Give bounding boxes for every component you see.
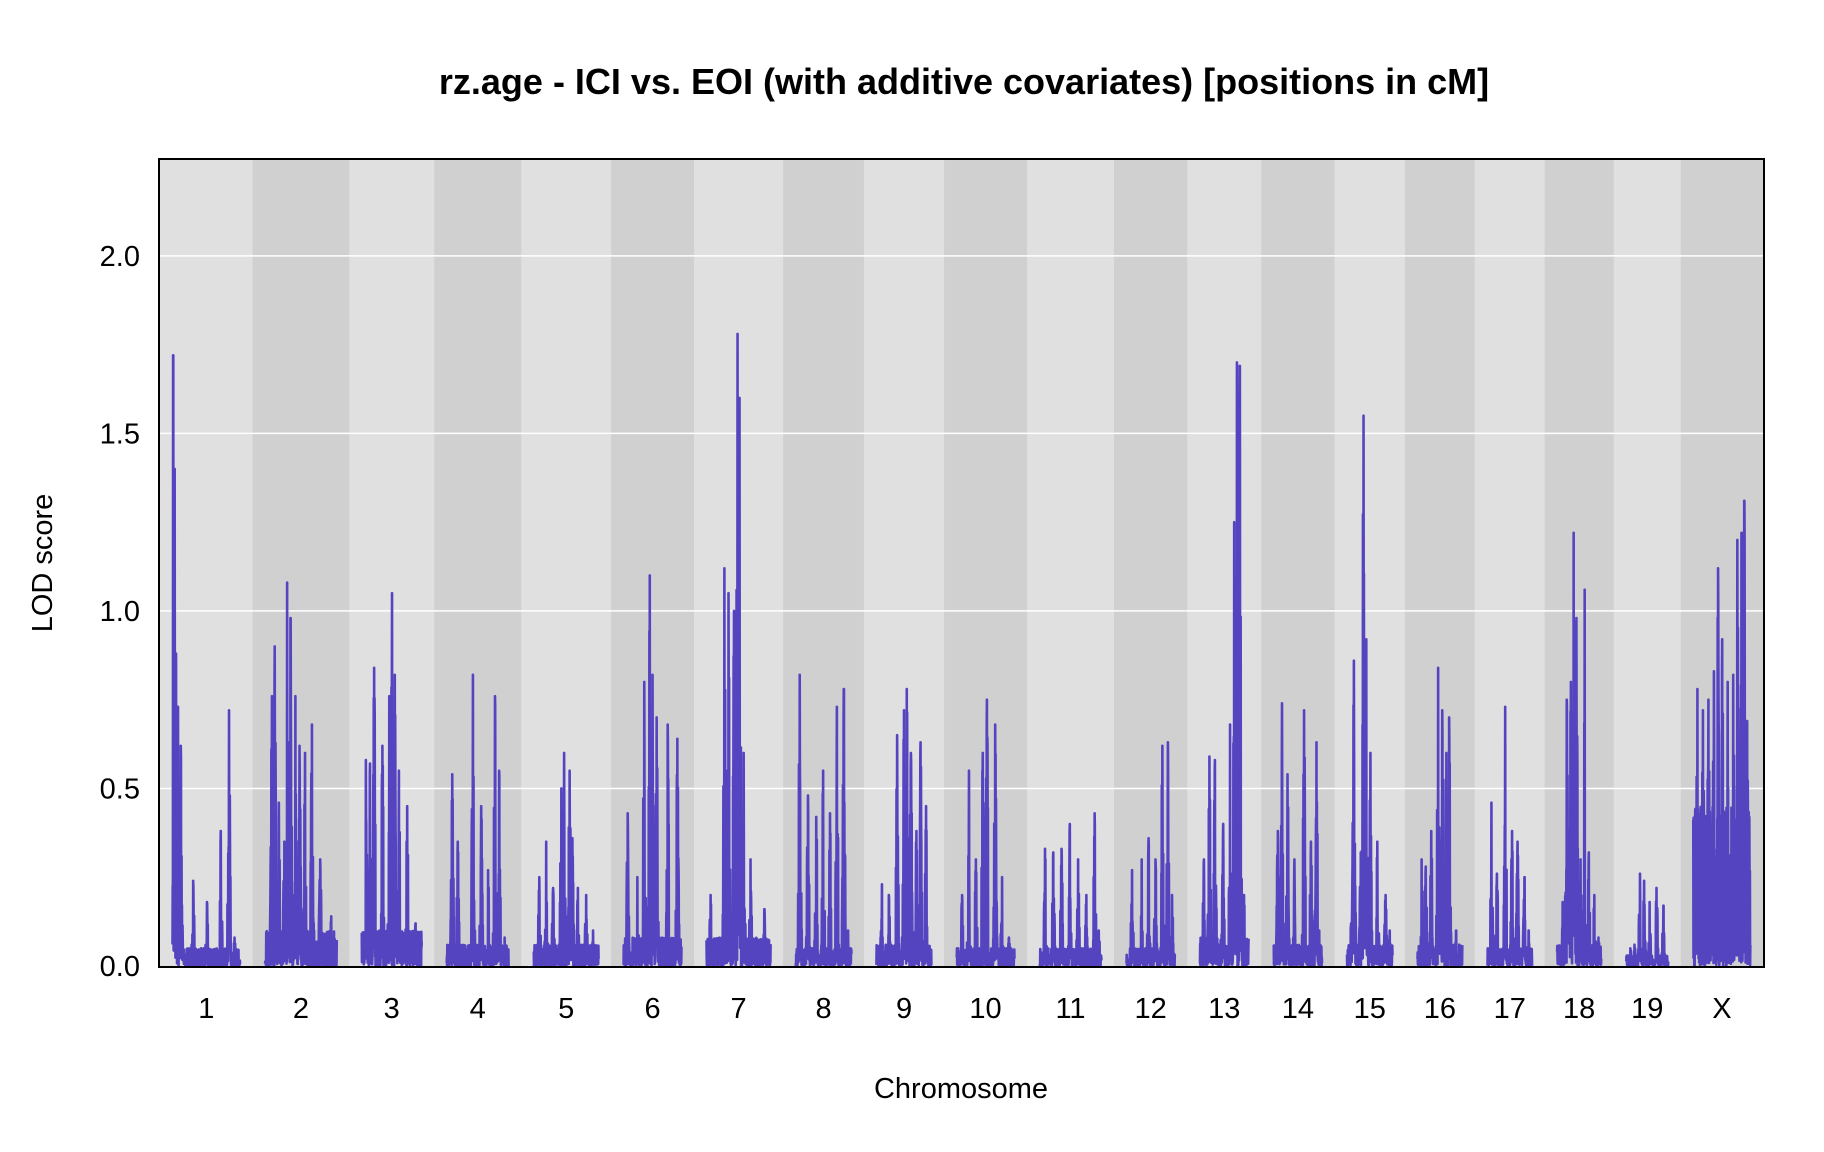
x-tick-label: 6 <box>644 993 660 1025</box>
x-tick-label: 13 <box>1208 993 1240 1025</box>
x-tick-label: 16 <box>1424 993 1456 1025</box>
x-tick-label: 10 <box>969 993 1001 1025</box>
y-tick-label: 1.0 <box>100 596 140 628</box>
x-tick-label: X <box>1712 993 1731 1025</box>
y-tick-label: 2.0 <box>100 241 140 273</box>
lod-curve-chr <box>445 673 510 968</box>
chromosome-band <box>1114 160 1188 966</box>
grid-lines <box>160 255 1763 790</box>
y-tick-label: 1.5 <box>100 418 140 450</box>
chromosome-band <box>1474 160 1546 966</box>
y-tick-label: 0.0 <box>100 951 140 983</box>
lod-curve-chr <box>1345 414 1394 968</box>
x-tick-label: 12 <box>1135 993 1167 1025</box>
x-tick-label: 4 <box>470 993 486 1025</box>
chromosome-band <box>1261 160 1336 966</box>
x-tick-label: 17 <box>1494 993 1526 1025</box>
x-tick-label: 19 <box>1631 993 1663 1025</box>
x-axis-label: Chromosome <box>874 1073 1048 1105</box>
x-tick-label: 15 <box>1354 993 1386 1025</box>
lod-curve-chr <box>532 751 600 968</box>
lod-curve-chr <box>1272 701 1324 968</box>
lod-curve-chr <box>1038 812 1103 968</box>
lod-curve-chr <box>263 581 339 968</box>
x-tick-label: 9 <box>896 993 912 1025</box>
lod-curve-chr <box>1198 361 1251 968</box>
lod-curve-chr <box>1691 499 1752 968</box>
lod-curve-chr <box>705 332 772 968</box>
x-tick-label: 1 <box>198 993 214 1025</box>
y-axis-ticks: 0.0 0.5 1.0 1.5 2.0 <box>100 241 140 983</box>
x-tick-label: 11 <box>1055 993 1085 1025</box>
y-axis-label: LOD score <box>27 494 59 633</box>
chromosome-band <box>434 160 522 966</box>
lod-curve-chr <box>1486 705 1534 968</box>
chromosome-band <box>521 160 612 966</box>
x-tick-label: 18 <box>1563 993 1595 1025</box>
x-tick-label: 2 <box>293 993 309 1025</box>
lod-curve-chr <box>1125 741 1177 968</box>
chromosome-band <box>1613 160 1682 966</box>
lod-curve-chr <box>794 673 853 968</box>
x-tick-label: 8 <box>815 993 831 1025</box>
y-tick-label: 0.5 <box>100 773 140 805</box>
x-tick-label: 3 <box>384 993 400 1025</box>
lod-curve-chr <box>360 591 424 968</box>
x-tick-label: 7 <box>730 993 746 1025</box>
lod-curve-chr <box>622 574 683 968</box>
x-tick-label: 5 <box>558 993 574 1025</box>
lod-series <box>171 332 1752 968</box>
lod-curve-chr <box>1624 872 1670 968</box>
lod-curve-chr <box>171 353 242 968</box>
x-tick-label: 14 <box>1282 993 1314 1025</box>
lod-curve-chr <box>955 698 1016 968</box>
chart-title: rz.age - ICI vs. EOI (with additive cova… <box>439 61 1489 102</box>
chromosome-band <box>1187 160 1262 966</box>
lod-curve-chr <box>1416 666 1464 968</box>
lod-curve-chr <box>1555 531 1603 968</box>
x-axis-ticks: 1 2 3 4 5 6 7 8 9 10 11 12 13 14 15 16 17 18 19 X <box>198 993 1731 1025</box>
plot-frame <box>158 158 1765 968</box>
lod-curve-chr <box>875 687 933 968</box>
chromosome-band <box>1544 160 1615 966</box>
